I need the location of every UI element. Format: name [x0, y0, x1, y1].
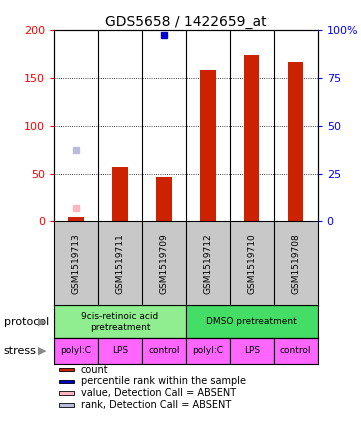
Text: LPS: LPS — [244, 346, 260, 355]
Text: 9cis-retinoic acid
pretreatment: 9cis-retinoic acid pretreatment — [82, 312, 158, 332]
Text: value, Detection Call = ABSENT: value, Detection Call = ABSENT — [81, 388, 236, 398]
Text: percentile rank within the sample: percentile rank within the sample — [81, 376, 245, 387]
Bar — [98, 338, 142, 364]
Text: control: control — [148, 346, 180, 355]
Bar — [244, 55, 260, 222]
Bar — [156, 177, 171, 222]
Text: GSM1519713: GSM1519713 — [71, 233, 81, 294]
Bar — [230, 338, 274, 364]
Bar — [54, 305, 186, 338]
Title: GDS5658 / 1422659_at: GDS5658 / 1422659_at — [105, 14, 267, 29]
Text: ▶: ▶ — [38, 317, 47, 327]
Bar — [186, 338, 230, 364]
Bar — [200, 70, 216, 222]
Text: GSM1519708: GSM1519708 — [291, 233, 300, 294]
Text: GSM1519711: GSM1519711 — [116, 233, 125, 294]
Text: polyI:C: polyI:C — [192, 346, 223, 355]
Text: control: control — [280, 346, 312, 355]
Text: stress: stress — [4, 346, 36, 356]
Text: protocol: protocol — [4, 317, 49, 327]
Bar — [186, 305, 318, 338]
Bar — [54, 338, 98, 364]
Bar — [112, 167, 128, 222]
Text: ▶: ▶ — [38, 346, 47, 356]
Bar — [60, 379, 74, 383]
Bar — [142, 338, 186, 364]
Bar — [60, 368, 74, 371]
Text: GSM1519710: GSM1519710 — [247, 233, 256, 294]
Text: count: count — [81, 365, 108, 375]
Text: polyI:C: polyI:C — [61, 346, 92, 355]
Bar — [60, 403, 74, 407]
Bar — [288, 62, 303, 222]
Text: rank, Detection Call = ABSENT: rank, Detection Call = ABSENT — [81, 400, 231, 410]
Bar — [274, 338, 318, 364]
Bar — [60, 391, 74, 395]
Text: DMSO pretreatment: DMSO pretreatment — [206, 317, 297, 327]
Text: GSM1519709: GSM1519709 — [160, 233, 169, 294]
Text: LPS: LPS — [112, 346, 128, 355]
Text: GSM1519712: GSM1519712 — [203, 233, 212, 294]
Bar — [69, 217, 84, 222]
